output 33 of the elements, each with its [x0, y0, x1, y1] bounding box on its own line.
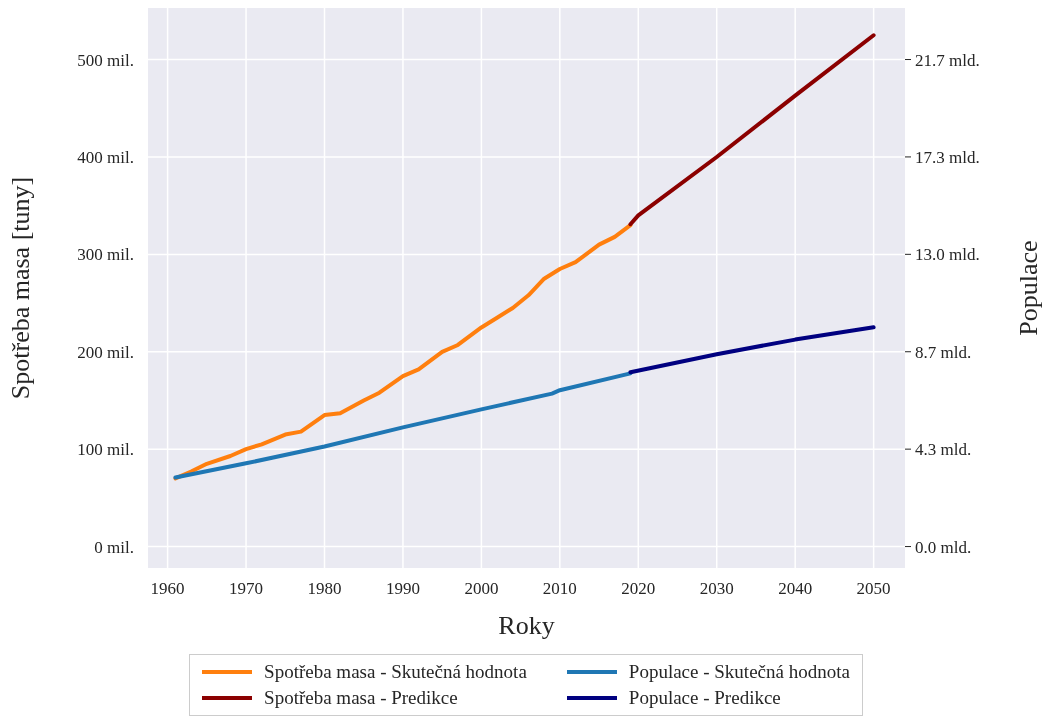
y-tick-label: 0 mil. [94, 537, 134, 557]
y-tick-label: 500 mil. [77, 50, 134, 70]
y-tick-label: 400 mil. [77, 148, 134, 168]
x-tick-label: 2040 [778, 579, 813, 599]
y2-tick-label: 0.0 mld. [915, 537, 972, 557]
legend-label: Populace - Skutečná hodnota [628, 661, 850, 683]
x-tick-label: 2000 [464, 579, 499, 599]
line-series [628, 33, 876, 227]
y2-tick-label: 8.7 mld. [915, 342, 972, 362]
y2-axis-title: Populace [1014, 240, 1044, 336]
legend-label: Spotřeba masa - Skutečná hodnota [264, 661, 527, 683]
y2-tick-label: 21.7 mld. [915, 50, 980, 70]
y-tick-label: 100 mil. [77, 440, 134, 460]
y-axis-title: Spotřeba masa [tuny] [6, 176, 36, 400]
line-series [173, 371, 633, 480]
legend-label: Spotřeba masa - Predikce [264, 687, 458, 709]
y2-tick-label: 17.3 mld. [915, 147, 980, 167]
y2-tick-label: 4.3 mld. [915, 440, 972, 460]
legend-label: Populace - Predikce [628, 687, 781, 709]
line-series [173, 223, 633, 481]
x-tick-label: 2020 [621, 579, 656, 599]
x-tick-label: 2010 [542, 579, 577, 599]
y-tick-label: 200 mil. [77, 342, 134, 362]
line-series [628, 325, 876, 375]
x-tick-label: 1960 [150, 579, 185, 599]
x-tick-label: 2050 [856, 579, 891, 599]
x-axis-title: Roky [498, 611, 555, 640]
x-tick-label: 1970 [229, 579, 264, 599]
x-tick-label: 1980 [307, 579, 342, 599]
x-tick-label: 2030 [699, 579, 734, 599]
x-tick-label: 1990 [385, 579, 420, 599]
y2-tick-label: 13.0 mld. [915, 245, 980, 265]
y-tick-label: 300 mil. [77, 245, 134, 265]
